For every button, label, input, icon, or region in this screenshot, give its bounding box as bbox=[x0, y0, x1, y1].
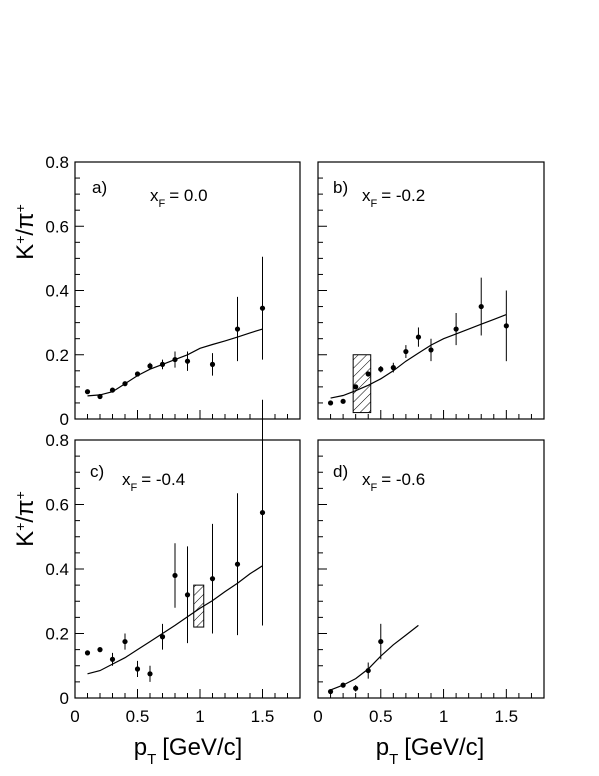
panel-b-frame bbox=[317, 161, 545, 420]
data-point bbox=[109, 656, 116, 662]
panel-a-label: a) bbox=[92, 178, 107, 197]
data-point bbox=[159, 361, 166, 367]
data-point bbox=[327, 688, 334, 695]
data-point bbox=[365, 371, 371, 377]
data-point bbox=[122, 381, 128, 387]
data-point bbox=[327, 400, 334, 406]
data-point bbox=[109, 387, 116, 393]
panel-d: d) xF = -0.6 pT [GeV/c] 0 0.5 1 1.5 bbox=[313, 439, 545, 768]
y-axis-label: K+/π+ bbox=[12, 204, 39, 260]
data-point bbox=[353, 384, 359, 390]
data-point bbox=[415, 334, 422, 340]
x-axis-label: pT [GeV/c] bbox=[376, 734, 485, 768]
x-axis-label: pT [GeV/c] bbox=[134, 734, 243, 768]
y-tick-label: 0.2 bbox=[45, 625, 69, 644]
panel-c-label: c) bbox=[90, 462, 104, 481]
data-point bbox=[134, 666, 141, 672]
data-point bbox=[378, 638, 384, 645]
y-tick-label: 0.6 bbox=[45, 496, 69, 515]
data-point bbox=[147, 363, 153, 369]
data-point bbox=[378, 366, 384, 372]
panel-b-label: b) bbox=[333, 178, 348, 197]
data-point bbox=[234, 326, 241, 332]
data-point bbox=[234, 561, 241, 567]
panel-b-xf: xF = -0.2 bbox=[362, 186, 425, 210]
y-tick-label: 0.6 bbox=[45, 217, 69, 236]
y-tick-label: 0 bbox=[60, 689, 69, 708]
data-point bbox=[403, 348, 409, 355]
data-point bbox=[147, 671, 153, 677]
data-point bbox=[428, 347, 434, 353]
x-tick-label: 0.5 bbox=[126, 707, 150, 726]
data-point bbox=[390, 365, 396, 371]
panel-c-xf: xF = -0.4 bbox=[122, 470, 185, 494]
x-tick-label: 0.5 bbox=[369, 707, 393, 726]
data-point bbox=[340, 398, 346, 404]
data-point bbox=[84, 650, 91, 656]
data-point bbox=[184, 592, 191, 598]
data-point bbox=[184, 358, 191, 364]
data-point bbox=[84, 389, 91, 395]
data-point bbox=[97, 393, 103, 400]
data-point bbox=[122, 638, 128, 645]
data-point bbox=[159, 634, 166, 640]
x-tick-label: 1.5 bbox=[495, 707, 519, 726]
systematic-band bbox=[193, 584, 205, 628]
y-tick-label: 0.2 bbox=[45, 346, 69, 365]
model-curve bbox=[330, 314, 507, 399]
model-curve bbox=[330, 624, 419, 691]
data-point bbox=[97, 647, 103, 653]
x-tick-label: 1 bbox=[439, 707, 448, 726]
data-point bbox=[172, 356, 178, 363]
data-point bbox=[340, 682, 346, 688]
data-point bbox=[365, 667, 371, 674]
data-point bbox=[453, 326, 459, 332]
panel-d-frame bbox=[317, 439, 545, 699]
x-tick-label: 0 bbox=[313, 707, 322, 726]
systematic-band bbox=[352, 354, 372, 414]
y-tick-label: 0.8 bbox=[45, 431, 69, 450]
y-tick-label: 0.8 bbox=[45, 153, 69, 172]
data-point bbox=[209, 361, 216, 367]
model-curve bbox=[87, 565, 263, 675]
x-tick-label: 1 bbox=[195, 707, 204, 726]
panel-b: b) xF = -0.2 bbox=[317, 161, 545, 420]
y-axis-label: K+/π+ bbox=[12, 491, 39, 547]
data-point bbox=[172, 572, 178, 579]
panel-a-xf: xF = 0.0 bbox=[150, 186, 208, 210]
x-tick-label: 1.5 bbox=[251, 707, 275, 726]
y-tick-label: 0 bbox=[60, 410, 69, 429]
x-tick-label: 0 bbox=[70, 707, 79, 726]
data-point bbox=[353, 685, 359, 691]
y-tick-label: 0.4 bbox=[45, 282, 69, 301]
data-point bbox=[259, 305, 266, 311]
panel-d-xf: xF = -0.6 bbox=[362, 470, 425, 494]
data-point bbox=[209, 576, 216, 582]
panel-d-label: d) bbox=[333, 462, 348, 481]
data-point bbox=[259, 509, 266, 516]
panel-a: a) xF = 0.0 K+/π+ 0 0.2 0.4 0.6 0.8 bbox=[12, 153, 301, 429]
panel-c: c) xF = -0.4 K+/π+ pT [GeV/c] 0 0.2 0.4 0.6 0.… bbox=[12, 399, 301, 768]
data-point bbox=[478, 303, 484, 310]
data-point bbox=[503, 323, 509, 329]
y-tick-label: 0.4 bbox=[45, 560, 69, 579]
data-point bbox=[134, 371, 141, 377]
